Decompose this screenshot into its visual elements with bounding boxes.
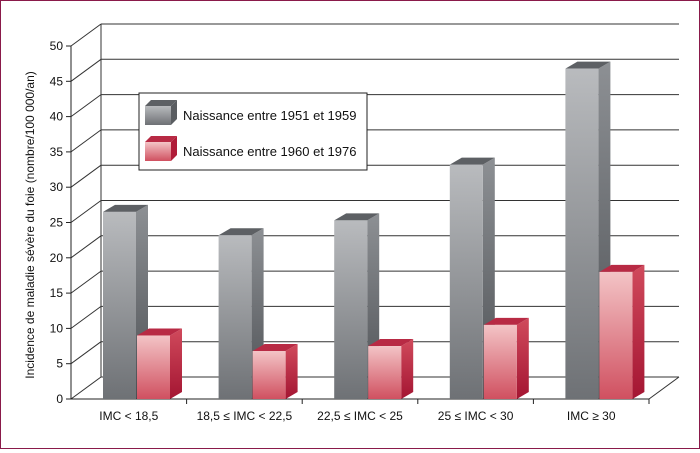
y-tick-label: 30: [50, 180, 64, 194]
bar-1951-1959: [449, 164, 483, 399]
y-tick-label: 10: [50, 321, 64, 335]
x-tick-label: 22,5 ≤ IMC < 25: [317, 409, 403, 423]
bar-top: [368, 339, 414, 347]
bar-top: [252, 343, 298, 351]
gridline-side: [70, 200, 102, 223]
bar-1951-1959: [103, 211, 136, 399]
gridline-side: [70, 341, 102, 365]
y-tick-label: 5: [56, 357, 63, 371]
bar-top: [483, 317, 529, 325]
bar-1951-1959: [565, 68, 599, 399]
y-tick-label: 15: [50, 286, 64, 300]
floor-edge: [648, 376, 680, 400]
gridline-side: [70, 235, 102, 259]
y-tick-label: 50: [50, 39, 64, 53]
y-tick-label: 35: [50, 145, 64, 159]
gridline-side: [70, 94, 102, 118]
bar-1960-1976: [137, 335, 170, 399]
bar-top: [218, 228, 264, 236]
bar-1960-1976: [368, 346, 402, 399]
gridline-side: [70, 305, 102, 329]
legend-label-1951-1959: Naissance entre 1951 et 1959: [183, 108, 356, 123]
bar-side-1960-1976: [516, 317, 529, 399]
bar-1951-1959: [334, 220, 368, 399]
bar-1960-1976: [483, 324, 517, 399]
bar-top: [599, 264, 645, 272]
gridline-side: [70, 164, 102, 188]
legend-swatch-1960-1976: [145, 100, 177, 125]
y-tick-label: 25: [50, 216, 64, 230]
bar-top: [565, 61, 611, 69]
x-tick-label: IMC ≥ 30: [567, 409, 616, 423]
bar-top: [334, 213, 380, 221]
bar-1960-1976: [252, 350, 286, 399]
x-tick-label: 25 ≤ IMC < 30: [438, 409, 514, 423]
bar-top: [103, 204, 148, 212]
bar-side-1960-1976: [401, 339, 414, 399]
gridline-side: [70, 58, 102, 82]
legend-label-1960-1976: Naissance entre 1960 et 1976: [183, 144, 356, 159]
y-tick-label: 20: [50, 251, 64, 265]
legend: Naissance entre 1951 et 1959 Naissance e…: [138, 92, 368, 171]
y-tick-label: 0: [56, 392, 63, 406]
bar-top: [449, 157, 495, 165]
bar-side-1960-1976: [632, 264, 645, 399]
legend-swatch-1960-1976: [145, 136, 177, 161]
y-tick-label: 45: [50, 74, 64, 88]
bar-1960-1976: [599, 271, 633, 399]
gridline-side: [70, 376, 102, 400]
gridline-side: [70, 129, 102, 153]
y-axis-title: Incidence de maladie sévère du foie (nom…: [23, 71, 37, 379]
gridline-side: [70, 270, 102, 294]
x-tick-label: IMC < 18,5: [99, 409, 158, 423]
gridline-side: [70, 23, 102, 47]
y-tick-label: 40: [50, 110, 64, 124]
bar-top: [137, 328, 182, 336]
x-tick-label: 18,5 ≤ IMC < 22,5: [197, 409, 293, 423]
bar-side-1960-1976: [170, 328, 182, 399]
bar-side-1960-1976: [285, 343, 298, 399]
bar-1951-1959: [218, 235, 252, 399]
